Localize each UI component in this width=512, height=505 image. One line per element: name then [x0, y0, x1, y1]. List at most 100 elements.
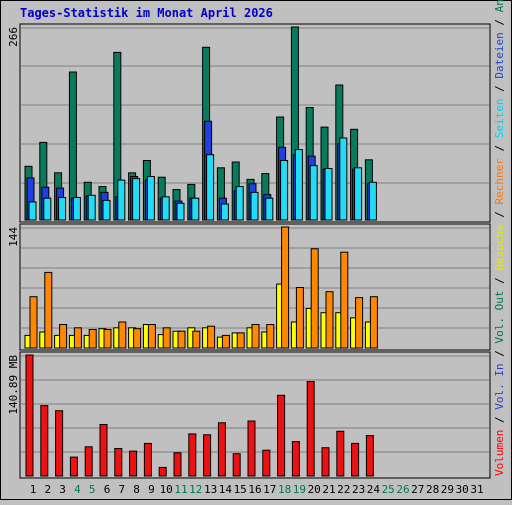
bar-rechner — [118, 321, 127, 349]
bar-seiten — [294, 149, 303, 221]
bar-volumen — [69, 456, 78, 477]
bar-rechner — [325, 291, 334, 349]
x-tick-label: 31 — [470, 483, 483, 496]
legend-part: / — [493, 410, 506, 430]
x-tick-label: 25 — [382, 483, 395, 496]
x-tick-label: 21 — [322, 483, 335, 496]
bar-rechner — [236, 332, 245, 349]
bar-rechner — [162, 327, 171, 349]
x-tick-label: 23 — [352, 483, 365, 496]
x-tick-label: 5 — [89, 483, 96, 496]
bar-rechner — [29, 296, 38, 349]
bar-volumen — [336, 430, 345, 477]
x-tick-label: 29 — [441, 483, 454, 496]
legend-part: / — [493, 344, 506, 364]
grid-layer — [21, 27, 489, 453]
x-tick-label: 17 — [263, 483, 276, 496]
bar-seiten — [176, 202, 185, 221]
bars-layer — [24, 26, 378, 477]
x-tick-label: 4 — [74, 483, 81, 496]
x-tick-label: 28 — [426, 483, 439, 496]
x-tick-label: 27 — [411, 483, 424, 496]
bar-rechner — [207, 325, 216, 349]
bar-rechner — [369, 296, 378, 349]
bar-rechner — [295, 287, 304, 349]
x-tick-label: 10 — [160, 483, 173, 496]
bar-rechner — [133, 328, 142, 349]
bar-volumen — [40, 405, 49, 477]
x-axis-labels: 1 2 3 4 5 6 7 8 9 10 11 12 13 14 15 16 17 18 19 20 21 22 23 24 2… — [30, 483, 484, 496]
legend-part: Volumen — [493, 430, 506, 476]
legend-part: Vol. In — [493, 363, 506, 409]
bar-volumen — [232, 453, 241, 477]
legend-part: Besuche — [493, 224, 506, 270]
legend-part: Vol. Out — [493, 291, 506, 344]
bar-rechner — [177, 330, 186, 349]
bar-rechner — [340, 251, 349, 349]
bar-seiten — [235, 186, 244, 221]
bar-seiten — [220, 203, 229, 221]
x-tick-label: 19 — [293, 483, 306, 496]
bar-volumen — [277, 394, 286, 477]
bar-seiten — [161, 196, 170, 221]
bar-seiten — [354, 167, 363, 221]
bar-volumen — [365, 435, 374, 477]
bar-rechner — [251, 324, 260, 349]
bar-rechner — [147, 324, 156, 349]
x-tick-label: 1 — [30, 483, 37, 496]
x-tick-label: 7 — [118, 483, 125, 496]
bar-volumen — [173, 452, 182, 477]
bar-volumen — [306, 381, 315, 477]
x-tick-label: 6 — [104, 483, 111, 496]
bar-volumen — [143, 442, 152, 477]
legend-part: / — [493, 271, 506, 291]
bar-seiten — [324, 168, 333, 221]
chart-title: Tages-Statistik im Monat April 2026 — [20, 6, 273, 20]
bar-volumen — [247, 420, 256, 477]
x-tick-label: 15 — [234, 483, 247, 496]
bar-volumen — [25, 354, 34, 477]
bar-seiten — [28, 201, 37, 221]
bar-rechner — [355, 297, 364, 349]
x-tick-label: 8 — [133, 483, 140, 496]
bar-seiten — [146, 176, 155, 221]
bar-rechner — [281, 226, 290, 349]
bar-volumen — [217, 422, 226, 477]
bar-volumen — [321, 447, 330, 477]
bar-seiten — [368, 181, 377, 221]
x-tick-label: 2 — [44, 483, 51, 496]
bar-volumen — [203, 434, 212, 477]
x-tick-label: 24 — [367, 483, 381, 496]
bar-rechner — [88, 329, 97, 349]
x-tick-label: 12 — [189, 483, 202, 496]
panel-volume-max-label: 140.89 MB — [7, 355, 20, 415]
bar-volumen — [351, 442, 360, 477]
legend-part: Rechner — [493, 158, 506, 205]
bar-volumen — [114, 448, 123, 477]
bar-volumen — [55, 410, 64, 477]
x-tick-label: 20 — [308, 483, 321, 496]
legend-part: / — [493, 204, 506, 224]
bar-volumen — [158, 466, 167, 477]
x-tick-label: 16 — [248, 483, 261, 496]
bar-seiten — [280, 160, 289, 221]
bar-volumen — [262, 449, 271, 477]
bar-rechner — [103, 329, 112, 349]
bar-seiten — [191, 197, 200, 221]
x-tick-label: 3 — [59, 483, 66, 496]
bar-seiten — [132, 178, 141, 221]
bar-seiten — [43, 197, 52, 221]
bar-rechner — [44, 271, 53, 349]
bar-rechner — [73, 327, 82, 349]
bar-seiten — [117, 179, 126, 221]
x-tick-label: 9 — [148, 483, 155, 496]
legend-part: / — [493, 138, 506, 158]
bar-rechner — [221, 334, 230, 349]
legend-part: Seiten — [493, 98, 506, 138]
bar-volumen — [84, 446, 93, 477]
x-tick-label: 30 — [456, 483, 469, 496]
x-tick-label: 11 — [174, 483, 187, 496]
panel-visits-max-label: 144 — [7, 227, 20, 247]
